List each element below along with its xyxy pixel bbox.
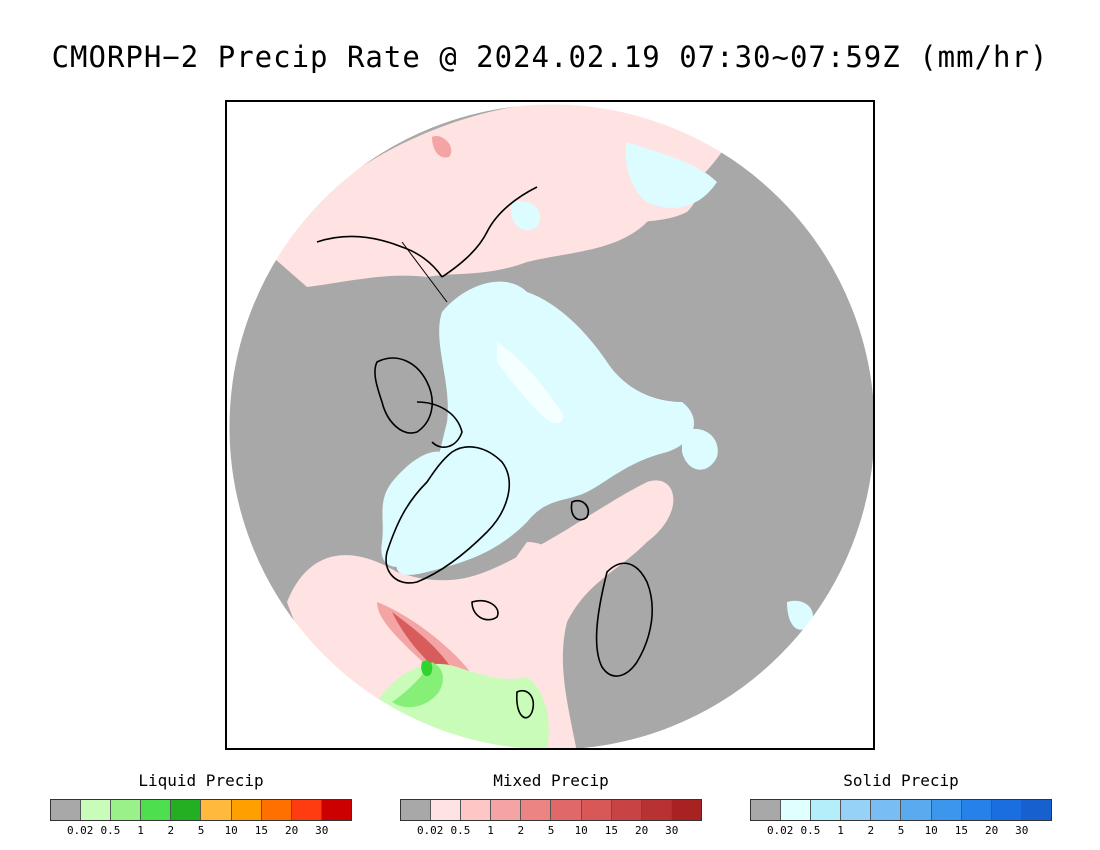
map-disk-edge	[228, 103, 873, 748]
alaska-siberia-coast	[316, 186, 538, 278]
legend-liquid: Liquid Precip 0.02 0.5 1 2 5 10 15 20 30	[50, 770, 352, 838]
legend-swatch	[751, 800, 782, 820]
solid-precip-area	[625, 142, 717, 208]
legend-tick-label: 0.5	[450, 824, 471, 837]
legend-swatch	[961, 800, 992, 820]
legend-tick-label: 5	[197, 824, 205, 837]
legend-tick-label: 5	[897, 824, 905, 837]
legend-tick-label: 1	[137, 824, 144, 837]
legend-swatch	[931, 800, 962, 820]
legend-swatch	[671, 800, 701, 820]
solid-precip-area	[787, 600, 813, 630]
legend-colorbar	[50, 799, 352, 821]
mixed-precip-area	[287, 480, 674, 748]
scandinavia-coast	[595, 562, 653, 677]
legend-swatch	[491, 800, 522, 820]
legend-mixed: Mixed Precip 0.02 0.5 1 2 5 10 15 20 30	[400, 770, 702, 838]
legend-swatch	[111, 800, 142, 820]
legend-tick-label: 10	[224, 824, 238, 837]
legend-ticks: 0.02 0.5 1 2 5 10 15 20 30	[750, 824, 1052, 838]
boundary-line	[401, 241, 448, 303]
map-title: CMORPH−2 Precip Rate @ 2024.02.19 07:30~…	[51, 40, 1049, 74]
legend-tick-label: 10	[574, 824, 588, 837]
legend-swatch	[261, 800, 292, 820]
legend-swatch	[781, 800, 812, 820]
legend-title: Mixed Precip	[493, 771, 609, 790]
solid-precip-area	[682, 428, 718, 470]
legend-tick-label: 1	[837, 824, 844, 837]
legend-swatch	[291, 800, 322, 820]
legend-tick-label: 0.02	[766, 824, 794, 837]
greenland-coast	[385, 446, 510, 584]
legend-solid: Solid Precip 0.02 0.5 1 2 5 10 15 20 30	[750, 770, 1052, 838]
heavy-mixed-band	[432, 136, 452, 158]
legend-swatch	[581, 800, 612, 820]
legend-swatch	[641, 800, 672, 820]
legend-swatch	[991, 800, 1022, 820]
legend-tick-label: 0.02	[66, 824, 94, 837]
legend-tick-label: 30	[665, 824, 679, 837]
legend-ticks: 0.02 0.5 1 2 5 10 15 20 30	[50, 824, 352, 838]
coastlines	[316, 186, 653, 719]
legend-swatch	[551, 800, 582, 820]
legend-tick-label: 20	[984, 824, 999, 837]
legend-swatch	[901, 800, 932, 820]
canadian-archipelago-coast	[374, 357, 463, 448]
legend-swatch	[871, 800, 902, 820]
legend-tick-label: 20	[634, 824, 649, 837]
legend-swatch	[171, 800, 202, 820]
legend-tick-label: 5	[547, 824, 555, 837]
legend-tick-label: 2	[517, 824, 525, 837]
legend-tick-label: 15	[954, 824, 969, 837]
legend-title: Liquid Precip	[138, 771, 264, 790]
legend-tick-label: 2	[167, 824, 175, 837]
svalbard-coast	[570, 499, 590, 521]
polar-precip-map	[225, 100, 875, 750]
legend-swatch	[431, 800, 462, 820]
legend-tick-label: 15	[254, 824, 269, 837]
solid-precip-area	[396, 281, 694, 575]
legend-tick-label: 15	[604, 824, 619, 837]
legend-swatch	[611, 800, 642, 820]
legend-swatch	[841, 800, 872, 820]
legend-swatch	[51, 800, 82, 820]
legend-swatch	[461, 800, 492, 820]
map-disk	[229, 104, 873, 748]
legend-colorbar	[750, 799, 1052, 821]
legend-ticks: 0.02 0.5 1 2 5 10 15 20 30	[400, 824, 702, 838]
map-canvas	[228, 103, 873, 748]
mixed-precip-area	[502, 542, 566, 597]
legend-tick-label: 0.02	[416, 824, 444, 837]
legend-swatch	[231, 800, 262, 820]
legend-swatch	[521, 800, 552, 820]
legend-tick-label: 1	[487, 824, 494, 837]
legend-swatch	[811, 800, 842, 820]
legend-swatch	[81, 800, 112, 820]
solid-precip-area	[511, 201, 541, 231]
british-isles-coast	[516, 690, 535, 719]
legend-swatch	[1021, 800, 1051, 820]
bright-solid-core	[497, 342, 564, 424]
legend-tick-label: 0.5	[100, 824, 121, 837]
legend-title: Solid Precip	[843, 771, 959, 790]
legend-swatch	[141, 800, 172, 820]
legend-tick-label: 10	[924, 824, 938, 837]
legend-colorbar	[400, 799, 702, 821]
heavy-mixed-band	[392, 612, 454, 679]
iceland-coast	[471, 599, 499, 621]
legend-tick-label: 0.5	[800, 824, 821, 837]
solid-precip-area	[381, 451, 458, 567]
legend-tick-label: 30	[1015, 824, 1029, 837]
legend-tick-label: 2	[867, 824, 875, 837]
legend-swatch	[321, 800, 351, 820]
legend-swatch	[201, 800, 232, 820]
legend-tick-label: 30	[315, 824, 329, 837]
legend-tick-label: 20	[284, 824, 299, 837]
liquid-precip-area	[421, 660, 433, 677]
legend-swatch	[401, 800, 432, 820]
